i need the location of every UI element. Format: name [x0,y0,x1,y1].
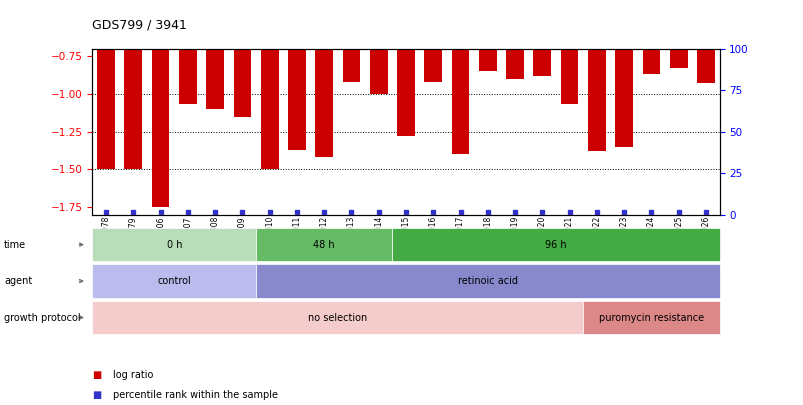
Bar [479,0,496,71]
Bar [451,0,469,154]
Text: puromycin resistance: puromycin resistance [598,313,703,322]
Text: percentile rank within the sample: percentile rank within the sample [112,390,277,400]
Text: time: time [4,240,26,249]
Text: no selection: no selection [308,313,367,322]
Bar [397,0,414,136]
Text: control: control [157,276,191,286]
Bar [669,0,687,68]
Bar [124,0,142,169]
Bar [287,0,305,150]
Bar [152,0,169,207]
Bar [369,0,387,94]
Text: 96 h: 96 h [544,240,566,249]
Bar [506,0,524,79]
Text: ■: ■ [92,370,102,379]
Text: GDS799 / 3941: GDS799 / 3941 [92,19,187,32]
Bar [97,0,115,169]
Bar [342,0,360,82]
Text: ■: ■ [92,390,102,400]
Bar [614,0,632,147]
Bar [206,0,224,109]
Bar [587,0,605,151]
Text: log ratio: log ratio [112,370,153,379]
Bar [560,0,577,104]
Text: growth protocol: growth protocol [4,313,80,322]
Text: retinoic acid: retinoic acid [457,276,517,286]
Bar [315,0,332,157]
Bar [179,0,197,104]
Text: 48 h: 48 h [313,240,335,249]
Bar [696,0,714,83]
Bar [260,0,278,169]
Text: 0 h: 0 h [166,240,181,249]
Bar [233,0,251,117]
Bar [642,0,659,74]
Text: agent: agent [4,276,32,286]
Bar [424,0,442,82]
Bar [533,0,551,76]
